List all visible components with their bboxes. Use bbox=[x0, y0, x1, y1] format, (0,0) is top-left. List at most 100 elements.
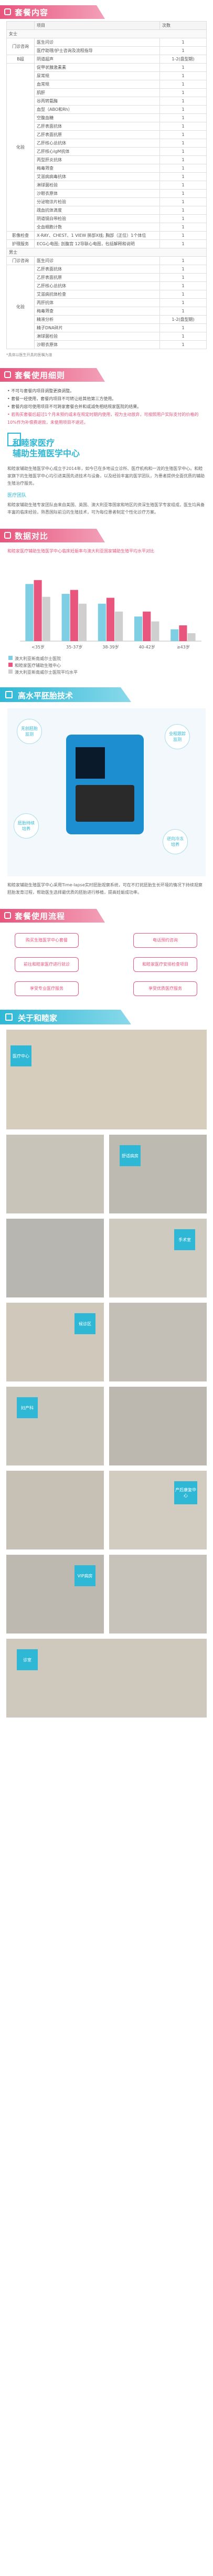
table-row: 乙肝表面抗原 1 bbox=[7, 130, 207, 139]
count-cell: 1 bbox=[159, 206, 207, 215]
item-cell: 阴道超声 bbox=[34, 55, 160, 64]
count-cell: 1 bbox=[159, 265, 207, 274]
device-panel bbox=[76, 785, 134, 822]
table-row: 沙眼衣原体 1 bbox=[7, 189, 207, 198]
x-tick-label: 35-37岁 bbox=[66, 644, 82, 650]
group-label: 化验 bbox=[6, 265, 35, 349]
table-row: 精子DNA碎片 1 bbox=[7, 323, 207, 332]
bar bbox=[70, 590, 78, 641]
table-row: 肌酐 1 bbox=[7, 88, 207, 97]
item-cell: 促甲状腺激素素 bbox=[34, 63, 160, 72]
section-header-flow: 套餐使用流程 bbox=[0, 904, 213, 925]
count-cell: 1 bbox=[159, 340, 207, 349]
room-photo bbox=[109, 1387, 207, 1465]
bar bbox=[151, 621, 159, 641]
photo-label: VIP病房 bbox=[74, 1565, 95, 1586]
page: 套餐内容 项目 次数 女士 门诊咨询 医生问诊 1 医疗助理/护士咨询及流程指导 1 B超阴… bbox=[0, 5, 213, 1718]
count-cell: 1 bbox=[159, 256, 207, 265]
count-cell: 1 bbox=[159, 147, 207, 156]
item-cell: 肌酐 bbox=[34, 88, 160, 97]
table-row-section: 女士 bbox=[6, 29, 207, 38]
count-cell: 1 bbox=[159, 155, 207, 164]
table-row: 淋球菌检验 1 bbox=[7, 181, 207, 190]
table-row-section: 男士 bbox=[6, 248, 207, 257]
table-row: 尿常规 1 bbox=[7, 71, 207, 80]
table-header-group bbox=[6, 21, 35, 30]
item-cell: 丙型肝炎抗体 bbox=[34, 155, 160, 164]
group-label: 护理服务 bbox=[6, 239, 35, 248]
room-photo bbox=[6, 1219, 104, 1297]
legend-item: 和睦家医疗辅助生殖中心 bbox=[8, 662, 205, 669]
item-cell: 阴道镜白带检验 bbox=[34, 214, 160, 223]
item-cell: 谷丙转氨酶 bbox=[34, 97, 160, 106]
count-cell: 1 bbox=[159, 181, 207, 190]
count-cell: 1 bbox=[159, 122, 207, 131]
count-cell: 1 bbox=[159, 139, 207, 148]
table-row: 疏血抗体滴度 1 bbox=[7, 206, 207, 215]
item-cell: 乙肝核心总抗体 bbox=[34, 139, 160, 148]
photo-label: 产后康复中心 bbox=[174, 1481, 197, 1504]
count-cell: 1 bbox=[159, 239, 207, 248]
table-row: 空腹血糖 1 bbox=[7, 113, 207, 122]
section-title: 套餐使用流程 bbox=[15, 912, 66, 921]
bar bbox=[78, 603, 87, 641]
table-row: 乙肝核心总抗体 1 bbox=[7, 139, 207, 148]
bar bbox=[98, 603, 106, 641]
x-tick-label: 40-42岁 bbox=[139, 644, 155, 650]
photo-label: 诊室 bbox=[17, 1649, 38, 1670]
table-row: 血常规 1 bbox=[7, 80, 207, 89]
count-cell: 1 bbox=[159, 38, 207, 47]
flow-step: 享受专业医疗服务 bbox=[15, 981, 79, 996]
chart-icon bbox=[4, 532, 11, 539]
x-tick-label: <35岁 bbox=[31, 644, 45, 650]
count-cell: 1 bbox=[159, 105, 207, 114]
photo-label: 妇产科 bbox=[17, 1397, 38, 1418]
document-icon bbox=[4, 371, 11, 378]
count-cell: 1 bbox=[159, 290, 207, 299]
table-row: 化验 促甲状腺激素素 1 bbox=[6, 63, 207, 232]
x-tick-label: ≥43岁 bbox=[177, 644, 190, 650]
section-header-center: 和睦家医疗 辅助生殖医学中心 bbox=[0, 431, 213, 462]
flow-step: 前往和睦家医疗进行就诊 bbox=[15, 957, 79, 972]
feature-circle: 无创胚胎监测 bbox=[17, 719, 42, 744]
bar bbox=[115, 611, 123, 641]
table-row: 艾滋病抗体检查 1 bbox=[7, 290, 207, 299]
count-cell: 1-2(盘型期) bbox=[159, 55, 207, 64]
incubator-device bbox=[66, 735, 144, 834]
room-photo bbox=[6, 1135, 104, 1213]
count-cell: 1 bbox=[159, 130, 207, 139]
section-title: 套餐使用细则 bbox=[15, 371, 66, 380]
item-cell: 精液分析 bbox=[34, 315, 160, 324]
photo-label: 候诊区 bbox=[74, 1313, 95, 1334]
section-title: 套餐内容 bbox=[15, 8, 49, 17]
table-row: 梅毒筛查 1 bbox=[7, 307, 207, 316]
table-row: 艾滋病病毒抗体 1 bbox=[7, 172, 207, 181]
table-row: 精液分析 1-2(盘型期) bbox=[7, 315, 207, 324]
bar bbox=[61, 594, 70, 641]
bar bbox=[171, 629, 179, 641]
item-cell: 梅毒筛查 bbox=[34, 307, 160, 316]
center-title-1: 和睦家医疗 bbox=[13, 438, 55, 448]
item-cell: 医生问诊 bbox=[34, 38, 160, 47]
item-cell: 艾滋病抗体检查 bbox=[34, 290, 160, 299]
table-row: 沙眼衣原体 1 bbox=[7, 340, 207, 349]
item-cell: 乙肝表面抗体 bbox=[34, 122, 160, 131]
bar-chart: <35岁 35-37岁 38-39岁 40-42岁 ≥43岁 bbox=[20, 580, 201, 650]
count-cell: 1 bbox=[159, 281, 207, 290]
count-cell: 1 bbox=[159, 332, 207, 341]
tech-caption: 和睦家辅助生殖医学中心采用Time-lapse实时胚胎观察系统，可在不打扰胚胎生… bbox=[7, 883, 203, 895]
feature-circle: 逆向冷冻 培养 bbox=[163, 829, 188, 854]
device-screen bbox=[76, 747, 105, 779]
section-title: 关于和睦家 bbox=[18, 1013, 58, 1023]
flow-diagram: 购买生殖医学中心套餐 电话预约咨询 前往和睦家医疗进行就诊 和睦家医疗安排检查项… bbox=[7, 930, 206, 998]
item-cell: X-RAY、CHEST、1 VIEW 肺部X线; 胸部（正位）1个体位 bbox=[34, 231, 160, 240]
team-title: 医疗团队 bbox=[7, 493, 27, 498]
item-cell: 沙眼衣原体 bbox=[34, 340, 160, 349]
feature-circle: 全程跟踪监测 bbox=[165, 724, 190, 749]
section-header-compare: 数据对比 bbox=[0, 523, 213, 544]
item-cell: 医生问诊 bbox=[34, 256, 160, 265]
item-cell: 乙肝表面抗体 bbox=[34, 265, 160, 274]
table-row: 乙肝表面抗原 1 bbox=[7, 273, 207, 282]
embryo-device-figure: 无创胚胎监测 全程跟踪监测 胚胎持续培养 逆向冷冻 培养 bbox=[7, 708, 206, 876]
table-row: 乙肝表面抗体 1 bbox=[7, 122, 207, 131]
